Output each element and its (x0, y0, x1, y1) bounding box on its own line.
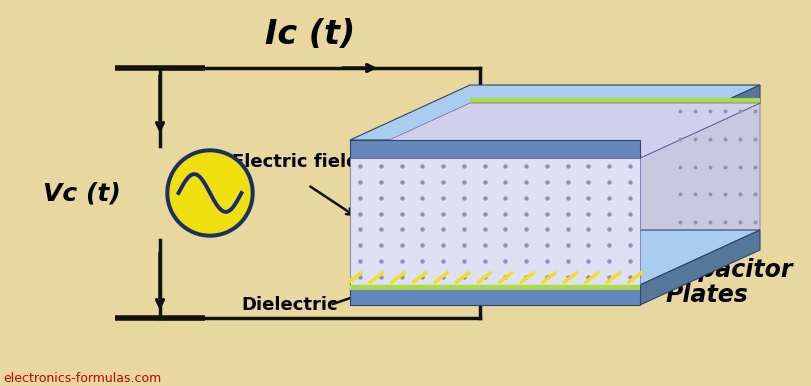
Polygon shape (640, 103, 760, 285)
Polygon shape (350, 285, 640, 305)
Text: Capacitor: Capacitor (665, 258, 792, 282)
Text: Plates: Plates (665, 283, 748, 307)
Polygon shape (350, 158, 640, 285)
Text: Vc (t): Vc (t) (43, 181, 121, 205)
Text: Ic (t): Ic (t) (265, 19, 355, 51)
Ellipse shape (170, 153, 250, 233)
Text: electronics-formulas.com: electronics-formulas.com (3, 371, 161, 384)
Polygon shape (350, 153, 640, 158)
Polygon shape (350, 85, 760, 140)
Polygon shape (350, 285, 640, 290)
Polygon shape (350, 230, 760, 285)
Ellipse shape (166, 149, 254, 237)
Polygon shape (470, 98, 760, 103)
Polygon shape (350, 103, 760, 158)
Polygon shape (640, 230, 760, 305)
Polygon shape (350, 140, 640, 158)
Text: Dielectric: Dielectric (242, 296, 338, 314)
Polygon shape (640, 85, 760, 158)
Text: Electric field: Electric field (232, 153, 358, 171)
